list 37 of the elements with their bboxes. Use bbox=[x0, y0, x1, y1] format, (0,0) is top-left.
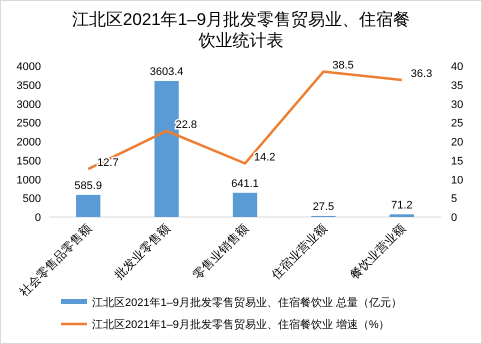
y-tick-label: 0 bbox=[34, 212, 41, 224]
y2-tick-label: 35 bbox=[451, 80, 464, 92]
y-tick-label: 4000 bbox=[16, 61, 41, 73]
y-tick-label: 3000 bbox=[16, 98, 41, 111]
bar bbox=[390, 214, 414, 217]
bar bbox=[232, 192, 258, 217]
legend-label: 江北区2021年1–9月批发零售贸易业、住宿餐饮业 增速（%） bbox=[92, 318, 390, 331]
data-label: 3603.4 bbox=[150, 66, 184, 78]
y-tick-label: 2000 bbox=[16, 136, 41, 148]
y2-tick-label: 40 bbox=[451, 61, 464, 73]
x-tick-label: 社会零售品零售额 bbox=[16, 221, 94, 300]
y-tick-label: 500 bbox=[22, 193, 41, 206]
y2-tick-label: 5 bbox=[451, 193, 458, 206]
y-tick-label: 1500 bbox=[16, 155, 41, 168]
y2-tick-label: 10 bbox=[451, 174, 464, 186]
y2-tick-label: 25 bbox=[451, 118, 464, 130]
x-tick-label: 零售业销售额 bbox=[190, 221, 252, 282]
data-label: 641.1 bbox=[231, 178, 259, 190]
data-label: 71.2 bbox=[391, 199, 413, 212]
data-label: 36.3 bbox=[410, 68, 432, 80]
y-tick-label: 2500 bbox=[16, 118, 41, 130]
data-label: 38.5 bbox=[332, 60, 354, 72]
bar bbox=[76, 194, 100, 217]
y-tick-label: 3500 bbox=[16, 80, 41, 92]
y-tick-label: 1000 bbox=[16, 174, 41, 186]
chart-title: 江北区2021年1–9月批发零售贸易业、住宿餐饮业统计表 bbox=[71, 9, 411, 51]
x-tick-label: 餐饮业营业额 bbox=[347, 221, 408, 282]
legend-label: 江北区2021年1–9月批发零售贸易业、住宿餐饮业 总量（亿元） bbox=[92, 296, 402, 309]
y2-tick-label: 0 bbox=[451, 212, 458, 224]
data-label: 14.2 bbox=[254, 151, 276, 164]
y2-tick-label: 15 bbox=[451, 155, 464, 168]
data-label: 585.9 bbox=[74, 180, 102, 192]
y2-tick-label: 30 bbox=[451, 98, 464, 111]
x-tick-label: 住宿业营业额 bbox=[268, 221, 330, 283]
y2-tick-label: 20 bbox=[451, 136, 464, 148]
x-tick-label: 批发业零售额 bbox=[112, 221, 173, 282]
data-label: 27.5 bbox=[312, 200, 334, 213]
